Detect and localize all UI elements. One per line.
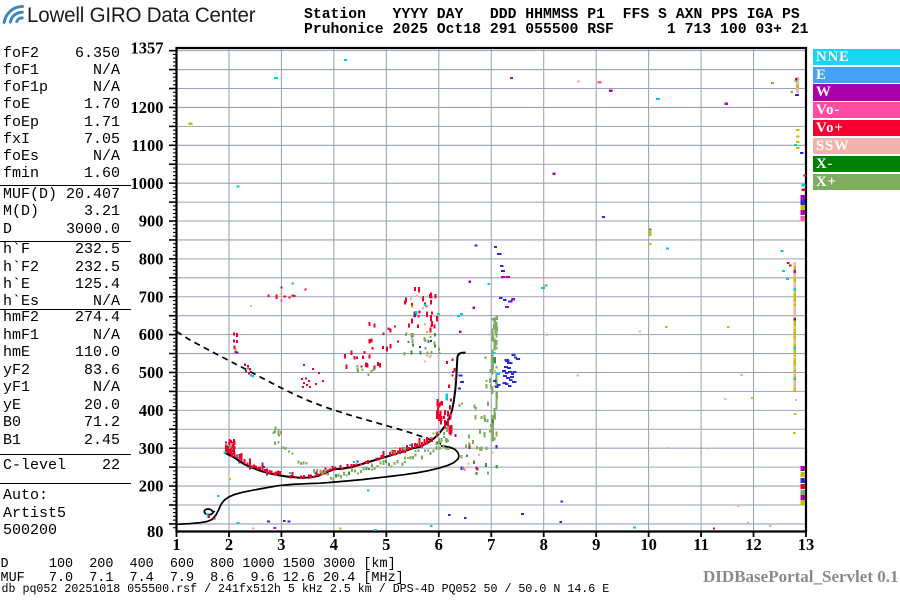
svg-text:500: 500 — [139, 363, 164, 382]
svg-text:300: 300 — [139, 439, 164, 458]
svg-text:11: 11 — [693, 535, 709, 554]
svg-text:12: 12 — [745, 535, 762, 554]
svg-text:9: 9 — [592, 535, 600, 554]
svg-text:80: 80 — [147, 522, 164, 541]
svg-text:200: 200 — [139, 477, 164, 496]
svg-text:400: 400 — [139, 401, 164, 420]
svg-text:2: 2 — [225, 535, 233, 554]
svg-text:4: 4 — [330, 535, 338, 554]
svg-text:1100: 1100 — [131, 136, 163, 155]
svg-text:1200: 1200 — [131, 98, 164, 117]
svg-text:6: 6 — [435, 535, 443, 554]
svg-text:3: 3 — [277, 535, 285, 554]
svg-text:8: 8 — [540, 535, 548, 554]
svg-text:10: 10 — [640, 535, 657, 554]
svg-text:13: 13 — [798, 535, 815, 554]
svg-text:600: 600 — [139, 325, 164, 344]
svg-text:1000: 1000 — [131, 174, 164, 193]
svg-text:5: 5 — [382, 535, 390, 554]
svg-text:800: 800 — [139, 250, 164, 269]
svg-text:900: 900 — [139, 212, 164, 231]
svg-text:1: 1 — [172, 535, 180, 554]
svg-text:700: 700 — [139, 287, 164, 306]
svg-text:7: 7 — [487, 535, 495, 554]
svg-text:1357: 1357 — [131, 39, 164, 58]
